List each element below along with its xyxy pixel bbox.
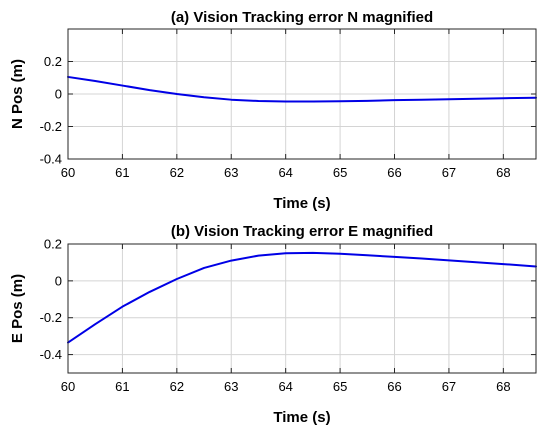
y-tick-label: 0 bbox=[55, 87, 62, 102]
chart-b: 60 61 62 63 64 65 66 67 68 -0.4 -0.2 0 0.2 (b) Vision… bbox=[9, 223, 537, 426]
y-tick-label: -0.2 bbox=[40, 119, 62, 134]
x-tick-label: 63 bbox=[224, 165, 238, 180]
x-tick-label: 62 bbox=[170, 165, 184, 180]
series-line bbox=[67, 75, 537, 103]
y-tick-label: -0.2 bbox=[40, 310, 62, 325]
x-tick-label: 60 bbox=[61, 165, 75, 180]
chart-title: (b) Vision Tracking error E magnified bbox=[171, 223, 433, 240]
x-tick-label: 67 bbox=[442, 379, 456, 394]
x-tick-label: 63 bbox=[224, 379, 238, 394]
x-tick-label: 61 bbox=[115, 379, 129, 394]
x-tick-label: 68 bbox=[496, 165, 510, 180]
y-tick-label: 0.2 bbox=[44, 54, 62, 69]
y-axis-label: N Pos (m) bbox=[9, 59, 26, 129]
chart-title: (a) Vision Tracking error N magnified bbox=[171, 9, 433, 26]
x-tick-label: 64 bbox=[278, 379, 292, 394]
x-tick-label: 65 bbox=[333, 379, 347, 394]
x-tick-label: 65 bbox=[333, 165, 347, 180]
x-tick-label: 64 bbox=[278, 165, 292, 180]
y-tick-label: 0.2 bbox=[44, 237, 62, 252]
chart-a: 60 61 62 63 64 65 66 67 68 -0.4 -0.2 0 0.2 (a) Vision… bbox=[9, 9, 537, 212]
x-tick-label: 66 bbox=[387, 165, 401, 180]
series-line bbox=[67, 251, 537, 344]
axes-box bbox=[67, 243, 537, 374]
y-axis-label: E Pos (m) bbox=[9, 274, 26, 343]
x-tick-label: 60 bbox=[61, 379, 75, 394]
x-tick-label: 66 bbox=[387, 379, 401, 394]
x-tick-label: 68 bbox=[496, 379, 510, 394]
x-tick-label: 61 bbox=[115, 165, 129, 180]
y-tick-label: -0.4 bbox=[40, 347, 62, 362]
x-tick-label: 62 bbox=[170, 379, 184, 394]
y-tick-label: 0 bbox=[55, 273, 62, 288]
x-axis-label: Time (s) bbox=[273, 409, 330, 426]
x-tick-label: 67 bbox=[442, 165, 456, 180]
x-axis-label: Time (s) bbox=[273, 195, 330, 212]
y-tick-label: -0.4 bbox=[40, 152, 62, 167]
